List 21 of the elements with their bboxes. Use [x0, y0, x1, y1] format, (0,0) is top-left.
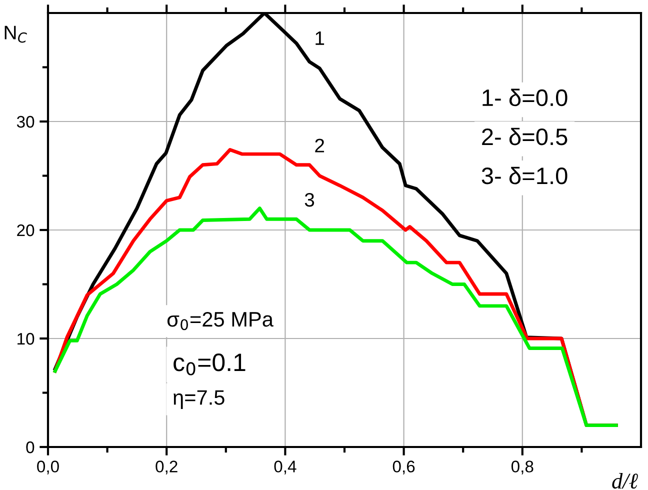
- series-label: 2: [315, 138, 324, 152]
- annotation: 1- δ=0.0: [482, 88, 568, 106]
- series-label: 1: [316, 31, 324, 45]
- x-tick-label: 0,6: [392, 460, 415, 474]
- x-tick-label: 0,8: [511, 460, 534, 474]
- y-tick-label: 0: [26, 441, 34, 454]
- series-label: 3: [304, 192, 314, 207]
- y-tick-label: 10: [18, 332, 34, 345]
- annotation: σ$_{0}$=25 MPa: [167, 312, 274, 330]
- annotation: c$_{0}$=0.1: [174, 354, 246, 376]
- line-series: [53, 206, 618, 428]
- annotation: 2- δ=0.5: [482, 128, 568, 146]
- annotation: 3- δ=1.0: [482, 166, 568, 184]
- y-axis-title: N$_{C}$: [4, 26, 27, 43]
- x-axis-title: d/ℓ: [612, 473, 638, 489]
- y-tick-label: 30: [16, 116, 34, 128]
- x-tick-label: 0,4: [274, 460, 296, 474]
- x-tick-label: 0,2: [156, 460, 178, 474]
- x-tick-label: 0,0: [37, 460, 59, 474]
- annotation: η=7.5: [174, 390, 224, 409]
- y-tick-label: 20: [17, 224, 34, 236]
